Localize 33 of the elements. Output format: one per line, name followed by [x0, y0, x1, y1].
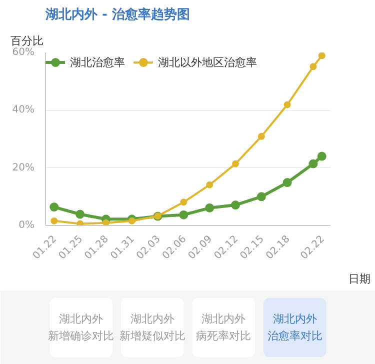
text: 湖北内外治愈率对比	[267, 312, 322, 342]
point	[282, 178, 292, 188]
point	[180, 198, 188, 206]
point	[206, 181, 214, 188]
y-axis-title: 百分比	[10, 34, 44, 48]
point	[128, 217, 136, 224]
legend-label: 湖北以外地区治愈率	[158, 54, 257, 70]
point	[179, 210, 188, 220]
point	[258, 132, 265, 140]
y-tick-label: 0%	[18, 220, 35, 231]
y-tick-label: 40%	[12, 104, 35, 116]
text: 湖北内外新增疑似对比	[119, 312, 186, 342]
legend-label: 湖北治愈率	[70, 54, 125, 70]
point	[205, 203, 214, 212]
point	[50, 217, 58, 224]
text: 湖北内外病死率对比	[196, 312, 252, 342]
chart-title: 湖北内外 - 治愈率趋势图	[44, 6, 190, 22]
point	[317, 152, 326, 161]
point	[76, 210, 85, 219]
point	[102, 219, 110, 226]
point	[256, 192, 266, 202]
point	[308, 159, 318, 168]
text: 湖北内外新增确诊对比	[48, 312, 114, 342]
point	[318, 52, 326, 60]
y-tick-label: 60%	[12, 47, 35, 58]
point	[231, 200, 240, 210]
point	[232, 160, 239, 168]
point	[284, 101, 291, 108]
point	[310, 63, 317, 70]
y-tick-label: 20%	[12, 162, 35, 174]
x-axis-title: 日期	[348, 272, 370, 286]
point	[76, 220, 84, 226]
point	[50, 202, 59, 212]
